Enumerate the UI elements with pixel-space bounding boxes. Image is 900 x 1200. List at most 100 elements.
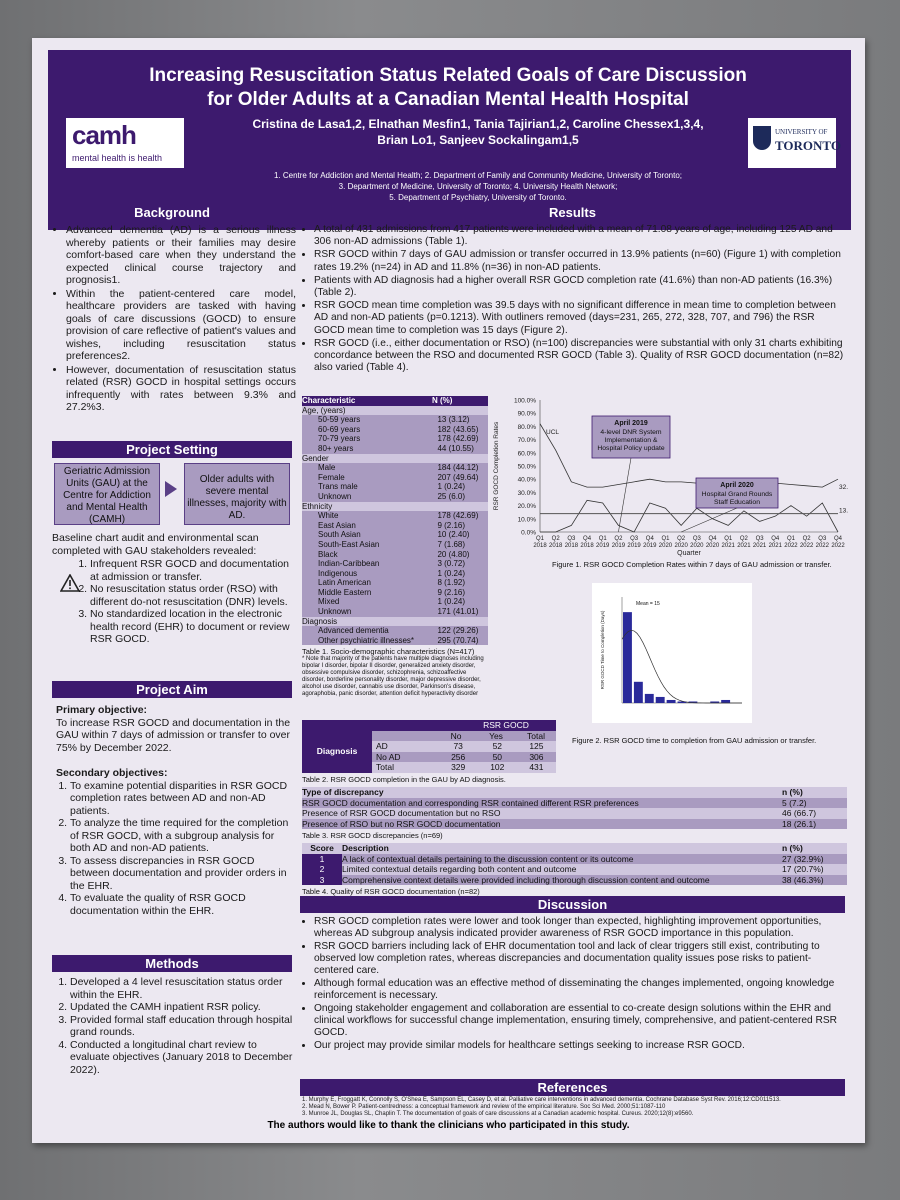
table-cell: Male xyxy=(318,463,336,473)
table-cell: 329 xyxy=(451,762,466,772)
end-label-upper: 32.5% xyxy=(839,484,848,491)
table-cell: 8 (1.92) xyxy=(437,578,466,588)
table-cell: 5 (7.2) xyxy=(782,797,807,808)
table-cell xyxy=(432,406,487,416)
table-cell: 207 (49.64) xyxy=(437,472,479,482)
x-tick-label: Q3 xyxy=(630,536,639,542)
y-axis-label: RSR GOCD Completion Rates xyxy=(493,421,500,510)
uoft-line-1: UNIVERSITY OF xyxy=(775,128,828,136)
x-tick-label: 2018 xyxy=(533,543,547,549)
table-row: 3 Comprehensive context details were prov… xyxy=(302,874,847,885)
methods-section: Developed a 4 level resuscitation status… xyxy=(56,976,296,1076)
affiliations: 1. Centre for Addiction and Mental Healt… xyxy=(198,170,758,203)
x-tick-label: 2022 xyxy=(800,543,814,549)
table-cell-empty xyxy=(302,720,456,731)
table-cell: 50-59 years xyxy=(318,415,361,425)
table-cell: Presence of RSO but no RSR GOCD document… xyxy=(302,818,501,829)
x-tick-label: Q4 xyxy=(646,536,655,542)
affil-line-3: 5. Department of Psychiatry, University … xyxy=(389,193,567,202)
table-cell: 7 (1.68) xyxy=(437,539,466,549)
y-tick-label: 100.0% xyxy=(514,398,536,405)
affil-line-2: 3. Department of Medicine, University of… xyxy=(338,182,618,191)
table-cell xyxy=(432,502,487,512)
x-tick-label: Q4 xyxy=(709,536,718,542)
table-row: Ethnicity xyxy=(302,501,488,512)
table-cell: 184 (44.12) xyxy=(437,463,479,473)
histogram-bar xyxy=(710,701,720,703)
table-cell: 1 xyxy=(302,853,342,864)
poster-header: Increasing Resuscitation Status Related … xyxy=(48,50,851,230)
references-section: 1. Murphy E, Froggatt K, Connolly S, O'S… xyxy=(302,1097,847,1118)
x-tick-label: 2021 xyxy=(737,543,751,549)
secondary-objective: To evaluate the quality of RSR GOCD docu… xyxy=(70,892,296,917)
warning-icon xyxy=(60,574,80,592)
primary-objective-label: Primary objective: xyxy=(56,704,148,716)
uoft-logo: UNIVERSITY OF TORONTO xyxy=(748,118,841,168)
x-tick-label: 2021 xyxy=(722,543,736,549)
table-2-ad-diagnosis: RSR GOCD Diagnosis No Yes Total AD 73 52 12… xyxy=(302,720,556,784)
table-row: Indigenous 1 (0.24) xyxy=(302,568,488,579)
authors-line-2: Brian Lo1, Sanjeev Sockalingam1,5 xyxy=(377,133,579,147)
table-cell: 1 (0.24) xyxy=(437,568,466,578)
table-cell: 10 (2.40) xyxy=(437,530,470,540)
methods-item: Developed a 4 level resuscitation status… xyxy=(70,976,296,1001)
table-cell: 295 (70.74) xyxy=(437,635,479,645)
x-tick-label: 2020 xyxy=(674,543,688,549)
histogram-bar xyxy=(721,699,731,703)
table-row: Age, (years) xyxy=(302,405,488,416)
table-cell: Mixed xyxy=(318,597,340,607)
project-aim-heading: Project Aim xyxy=(52,681,292,698)
table-cell: Latin American xyxy=(318,578,371,588)
annotation-2019-text: Hospital Policy update xyxy=(597,445,664,452)
table-cell: 306 xyxy=(529,751,544,762)
x-tick-label: 2021 xyxy=(753,543,767,549)
setting-findings: Infrequent RSR GOCD and documentation at… xyxy=(68,558,296,646)
reference-item: 1. Murphy E, Froggatt K, Connolly S, O'S… xyxy=(302,1097,781,1103)
table-cell: Limited contextual details regarding bot… xyxy=(342,864,577,874)
table-row: No Yes Total xyxy=(372,730,556,741)
table-cell: 9 (2.16) xyxy=(437,587,466,597)
x-tick-label: 2019 xyxy=(596,543,610,549)
annotation-2019-title: April 2019 xyxy=(614,420,648,427)
table-cell: 80+ years xyxy=(318,443,354,453)
table-cell: 70-79 years xyxy=(318,434,361,444)
table-header-cell: Type of discrepancy xyxy=(302,787,384,797)
table-cell: Total xyxy=(376,762,394,772)
histogram-bar xyxy=(623,612,632,703)
background-section: Advanced dementia (AD) is a serious illn… xyxy=(52,224,296,415)
x-tick-label: 2018 xyxy=(549,543,563,549)
table-cell: Age, (years) xyxy=(302,405,346,415)
results-bullet: RSR GOCD (i.e., either documentation or … xyxy=(314,338,845,375)
results-section: A total of 431 admissions from 417 patie… xyxy=(300,224,845,375)
table-cell: White xyxy=(318,511,339,521)
secondary-objectives-label: Secondary objectives: xyxy=(56,767,168,779)
x-tick-label: Q3 xyxy=(693,536,702,542)
table-cell: 50 xyxy=(492,751,503,762)
discussion-bullet: RSR GOCD completion rates were lower and… xyxy=(314,916,845,940)
y-tick-label: 70.0% xyxy=(518,437,537,444)
setting-finding: Infrequent RSR GOCD and documentation at… xyxy=(90,558,296,583)
x-tick-label: 2018 xyxy=(565,543,579,549)
methods-item: Conducted a longitudinal chart review to… xyxy=(70,1039,296,1077)
figure-2-panel: Mean = 15 RSR GOCD Time to Completion (Da… xyxy=(592,583,752,723)
background-bullet: However, documentation of resuscitation … xyxy=(66,364,296,414)
table-header-cell: n (%) xyxy=(782,787,803,797)
table-row: Presence of RSR GOCD documentation but n… xyxy=(302,808,847,819)
table-row: Type of discrepancy n (%) xyxy=(302,787,847,798)
annotation-2020-pointer xyxy=(681,507,738,533)
table-row: South Asian 10 (2.40) xyxy=(302,530,488,540)
table-cell: 27 (32.9%) xyxy=(782,853,824,864)
x-tick-label: Q1 xyxy=(536,536,545,542)
x-tick-label: Q1 xyxy=(724,536,733,542)
setting-intro: Baseline chart audit and environmental s… xyxy=(52,532,259,557)
table-cell: Black xyxy=(318,549,338,559)
secondary-objective: To examine potential disparities in RSR … xyxy=(70,780,296,818)
table-row: No AD 256 50 306 xyxy=(372,751,556,762)
table-cell: Ethnicity xyxy=(302,501,333,511)
setting-finding: No resuscitation status order (RSO) with… xyxy=(90,583,296,608)
secondary-objective: To assess discrepancies in RSR GOCD betw… xyxy=(70,855,296,893)
table-row: Characteristic N (%) xyxy=(302,396,488,406)
table-cell: 178 (42.69) xyxy=(437,434,479,444)
table-cell: No AD xyxy=(376,751,401,762)
